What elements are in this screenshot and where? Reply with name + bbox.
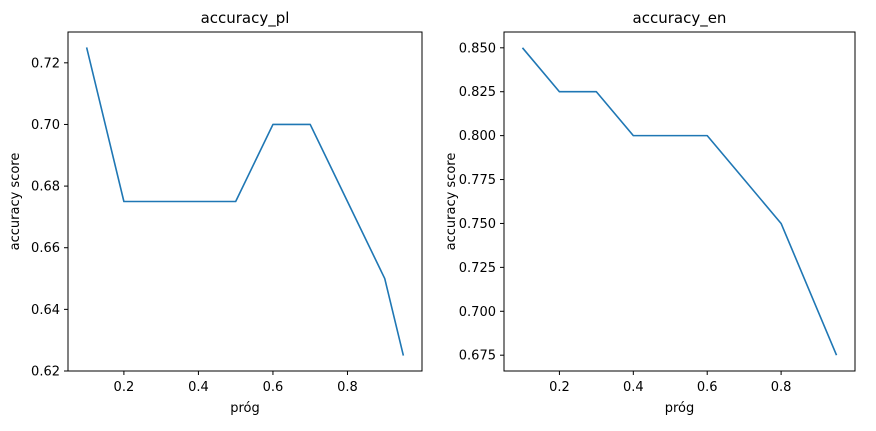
chart-panel-2: accuracy_en 0.2 0.4 0.6 0.8 0.675 0.700 0.725 0.…	[444, 9, 856, 416]
y-tick-label: 0.62	[31, 365, 60, 380]
series-line-1	[85, 47, 405, 356]
plot-frame	[67, 31, 423, 372]
y-tick-label: 0.68	[31, 180, 60, 195]
y-tick-label: 0.775	[459, 173, 496, 188]
x-tick-label: 0.6	[263, 380, 284, 395]
y-tick-label: 0.750	[459, 217, 496, 232]
chart-panel-1: accuracy_pl 0.2 0.4 0.6 0.8 0.62 0.64 0.66 0.68 0…	[8, 9, 423, 416]
y-tick-label: 0.700	[459, 305, 496, 320]
y-axis-label: accuracy score	[444, 153, 459, 251]
x-tick-label: 0.2	[549, 380, 570, 395]
y-tick-label: 0.675	[459, 349, 496, 364]
x-tick-label: 0.6	[697, 380, 718, 395]
y-tick-label: 0.64	[31, 303, 60, 318]
x-tick-label: 0.8	[771, 380, 792, 395]
y-tick-label: 0.72	[31, 56, 60, 71]
y-tick-label: 0.725	[459, 261, 496, 276]
x-axis-label: próg	[665, 401, 695, 416]
y-tick-label: 0.66	[31, 241, 60, 256]
y-axis-label: accuracy score	[8, 153, 23, 251]
x-axis-label: próg	[230, 401, 260, 416]
chart-title: accuracy_pl	[201, 9, 290, 28]
chart-title: accuracy_en	[633, 9, 727, 28]
y-tick-label: 0.850	[459, 41, 496, 56]
x-tick-label: 0.4	[188, 380, 209, 395]
x-tick-label: 0.8	[337, 380, 358, 395]
y-tick-label: 0.825	[459, 85, 496, 100]
x-tick-label: 0.2	[114, 380, 135, 395]
series-line-1	[521, 47, 838, 356]
plot-frame	[503, 31, 856, 372]
y-tick-label: 0.70	[31, 118, 60, 133]
x-tick-label: 0.4	[623, 380, 644, 395]
y-tick-label: 0.800	[459, 129, 496, 144]
